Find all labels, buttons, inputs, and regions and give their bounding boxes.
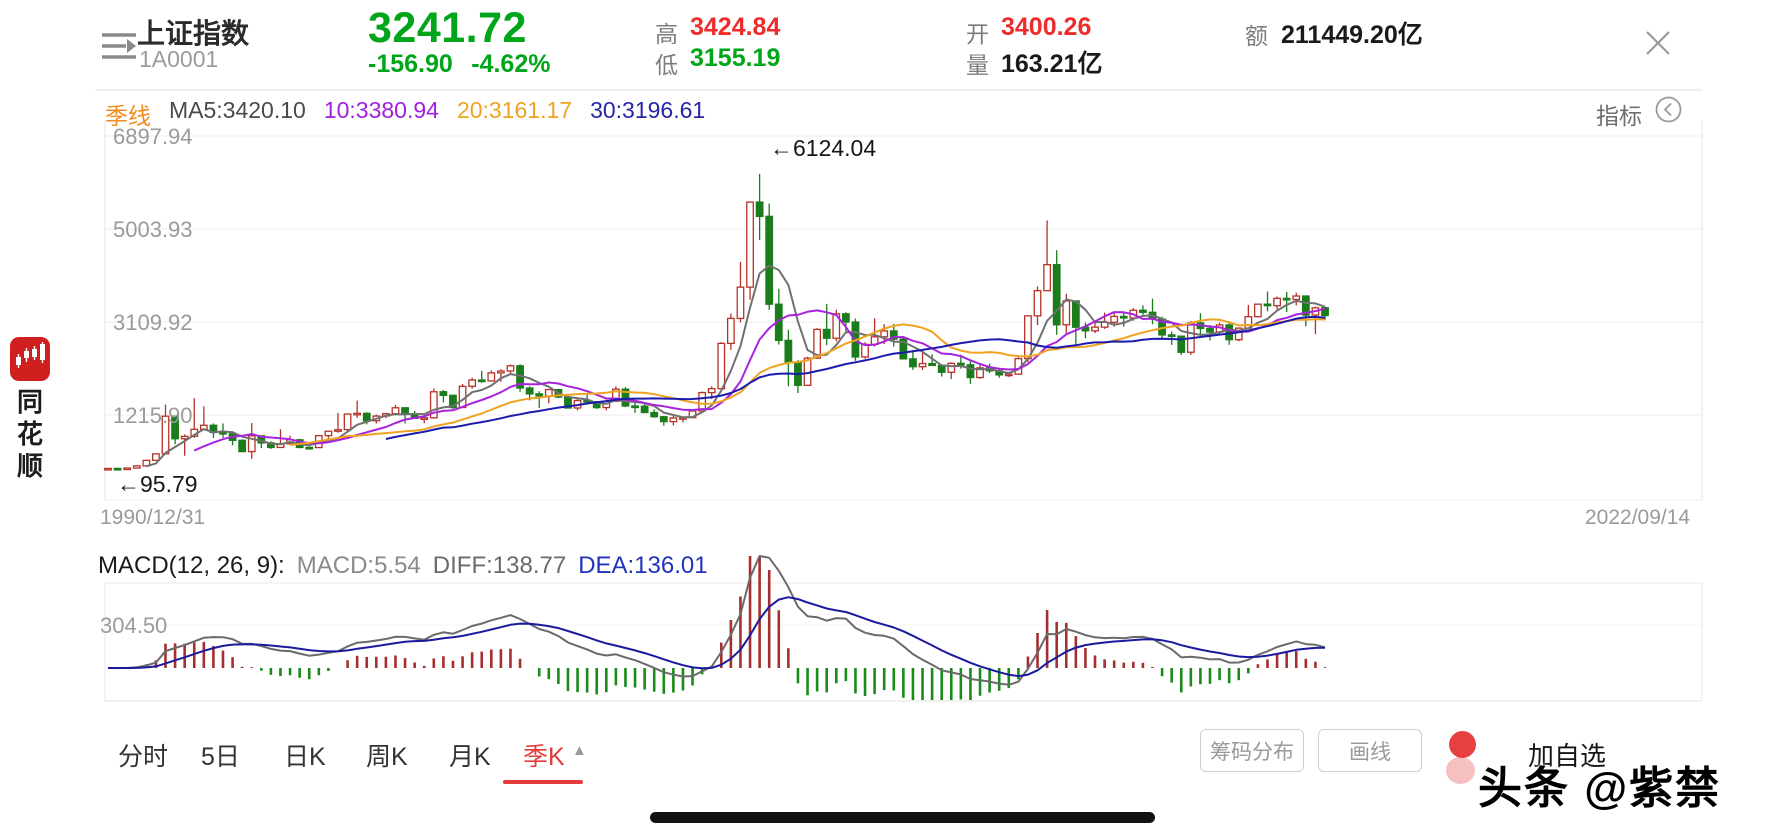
all-time-high-annotation: ←6124.04 [770, 135, 877, 161]
ma10-value: 10:3380.94 [323, 97, 439, 123]
chevron-left-circle-icon[interactable] [1655, 96, 1682, 123]
macd-value: MACD:5.54 [296, 552, 421, 579]
volume-label: 量 [966, 52, 989, 78]
ma20-value: 20:3161.17 [456, 97, 573, 123]
open-value: 3400.26 [1001, 13, 1092, 41]
tab-minute[interactable]: 分时 [118, 743, 169, 771]
menu-icon[interactable] [100, 30, 140, 62]
red-dot-reflection [1446, 757, 1475, 784]
tab-quarterly-k[interactable]: 季K [523, 743, 565, 771]
dea-value: DEA:136.01 [578, 552, 708, 579]
y-axis-tick: 6897.94 [113, 124, 193, 149]
close-icon[interactable] [1643, 28, 1673, 58]
all-time-low-annotation: ←95.79 [117, 471, 198, 497]
y-axis-tick: 1215.90 [113, 403, 193, 428]
price-change-pct: -4.62% [471, 50, 551, 78]
home-indicator-bar [650, 812, 1155, 823]
high-value: 3424.84 [690, 13, 781, 41]
stock-code: 1A0001 [139, 46, 219, 72]
low-label: 低 [655, 52, 678, 78]
macd-title[interactable]: MACD(12, 26, 9): [98, 552, 285, 579]
brand-char: 花 [16, 419, 43, 449]
chip-distribution-button[interactable]: 筹码分布 [1200, 729, 1304, 772]
price-change: -156.90 [368, 50, 453, 78]
brand-vertical-text: 同 花 顺 [12, 386, 48, 482]
last-price: 3241.72 [368, 4, 527, 52]
x-axis-date-start: 1990/12/31 [100, 506, 206, 529]
amount-value: 211449.20亿 [1281, 21, 1423, 49]
period-label[interactable]: 季线 [105, 103, 151, 129]
tab-weekly-k[interactable]: 周K [366, 743, 408, 771]
y-axis-tick: 5003.93 [113, 217, 193, 242]
ma30-value: 30:3196.61 [590, 97, 706, 123]
y-axis-tick: 3109.92 [113, 310, 193, 335]
brand-char: 同 [16, 387, 43, 417]
ths-logo [10, 337, 50, 381]
stock-name: 上证指数 [137, 18, 250, 49]
caret-up-icon[interactable]: ▲ [572, 742, 587, 759]
red-dot-icon [1449, 731, 1476, 758]
volume-value: 163.21亿 [1001, 50, 1103, 78]
open-label: 开 [966, 21, 989, 47]
add-watchlist-button[interactable]: 加自选 [1528, 741, 1607, 771]
amount-label: 额 [1245, 23, 1268, 49]
ma5-value: MA5:3420.10 [169, 97, 306, 123]
brand-char: 顺 [16, 451, 43, 481]
low-value: 3155.19 [690, 44, 781, 72]
active-tab-underline [503, 780, 583, 784]
indicator-label[interactable]: 指标 [1596, 103, 1642, 129]
draw-line-button[interactable]: 画线 [1318, 729, 1422, 772]
tab-monthly-k[interactable]: 月K [449, 743, 491, 771]
x-axis-date-end: 2022/09/14 [1585, 506, 1691, 529]
tab-daily-k[interactable]: 日K [284, 743, 326, 771]
watermark: 头条 @紫禁 [1478, 764, 1722, 813]
high-label: 高 [655, 21, 678, 47]
diff-value: DIFF:138.77 [432, 552, 567, 579]
macd-y-tick: 304.50 [100, 613, 168, 638]
tab-5day[interactable]: 5日 [201, 743, 240, 771]
